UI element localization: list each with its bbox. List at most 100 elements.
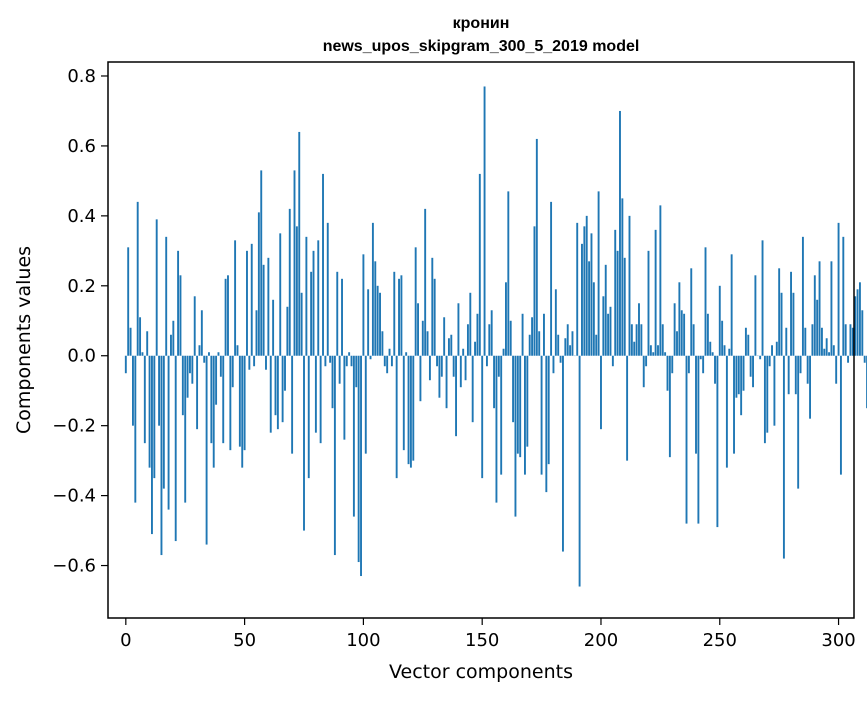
- bar: [493, 356, 495, 408]
- bar: [602, 296, 604, 355]
- bar: [191, 356, 193, 384]
- bar: [707, 314, 709, 356]
- bar: [341, 279, 343, 356]
- bar: [764, 356, 766, 443]
- y-tick-label: −0.6: [52, 556, 96, 577]
- bar: [362, 254, 364, 355]
- bar: [712, 352, 714, 356]
- bar: [636, 324, 638, 355]
- bar: [201, 310, 203, 355]
- bar: [372, 223, 374, 356]
- bar: [284, 356, 286, 391]
- bar: [370, 356, 372, 360]
- bar: [457, 303, 459, 355]
- bar: [529, 335, 531, 356]
- bar: [557, 335, 559, 356]
- bar: [410, 356, 412, 468]
- x-tick-label: 300: [821, 630, 855, 651]
- x-tick-label: 200: [584, 630, 618, 651]
- bar: [367, 289, 369, 355]
- bar: [785, 328, 787, 356]
- bar: [336, 272, 338, 356]
- bar: [334, 356, 336, 555]
- bar: [650, 345, 652, 355]
- bar: [709, 342, 711, 356]
- bar: [455, 356, 457, 436]
- plot-frame: [108, 62, 854, 618]
- bar: [821, 328, 823, 356]
- bar: [738, 356, 740, 394]
- bar: [797, 356, 799, 489]
- bar: [607, 314, 609, 356]
- bar: [443, 317, 445, 355]
- bar: [227, 275, 229, 355]
- bar: [305, 237, 307, 356]
- bar: [424, 209, 426, 356]
- bar: [633, 342, 635, 356]
- bar: [365, 356, 367, 454]
- bar: [427, 331, 429, 355]
- bar: [830, 261, 832, 355]
- bar: [510, 321, 512, 356]
- bar: [629, 216, 631, 356]
- bar: [569, 345, 571, 355]
- bar: [598, 191, 600, 355]
- bar: [353, 356, 355, 517]
- bar: [465, 356, 467, 380]
- bar: [681, 310, 683, 355]
- y-tick-label: 0.4: [67, 206, 96, 227]
- bar: [168, 356, 170, 510]
- bar: [776, 342, 778, 356]
- bar: [809, 356, 811, 419]
- bar: [244, 356, 246, 450]
- bar: [206, 356, 208, 545]
- bar: [700, 356, 702, 360]
- bar: [705, 247, 707, 355]
- bar: [512, 356, 514, 422]
- bar: [172, 321, 174, 356]
- bar: [251, 244, 253, 356]
- bar: [398, 279, 400, 356]
- bar: [282, 356, 284, 422]
- bar: [562, 356, 564, 552]
- bar: [652, 352, 654, 356]
- bar: [648, 251, 650, 356]
- bar: [555, 289, 557, 355]
- bar: [581, 244, 583, 356]
- bar: [505, 282, 507, 355]
- bar: [213, 356, 215, 468]
- bar: [431, 258, 433, 356]
- bar: [377, 286, 379, 356]
- bar: [189, 356, 191, 373]
- bar: [548, 356, 550, 464]
- bar: [422, 321, 424, 356]
- bar: [317, 240, 319, 355]
- bar: [752, 356, 754, 387]
- bar: [507, 191, 509, 355]
- bar: [495, 356, 497, 503]
- bar: [807, 356, 809, 384]
- bar: [486, 356, 488, 366]
- bar: [467, 324, 469, 355]
- bar: [560, 356, 562, 363]
- bar: [396, 356, 398, 478]
- bar: [308, 356, 310, 478]
- bar: [716, 356, 718, 527]
- bar: [626, 356, 628, 461]
- bar: [614, 230, 616, 356]
- bar: [840, 356, 842, 475]
- bar: [745, 328, 747, 356]
- bar: [358, 356, 360, 562]
- bar: [690, 268, 692, 355]
- bar: [208, 352, 210, 356]
- bar: [697, 356, 699, 524]
- bar: [823, 349, 825, 356]
- bar: [842, 237, 844, 356]
- bar: [583, 226, 585, 355]
- bar: [517, 356, 519, 454]
- bar: [702, 356, 704, 373]
- bar: [579, 356, 581, 587]
- bar: [640, 324, 642, 355]
- bar: [132, 356, 134, 426]
- bar: [621, 198, 623, 355]
